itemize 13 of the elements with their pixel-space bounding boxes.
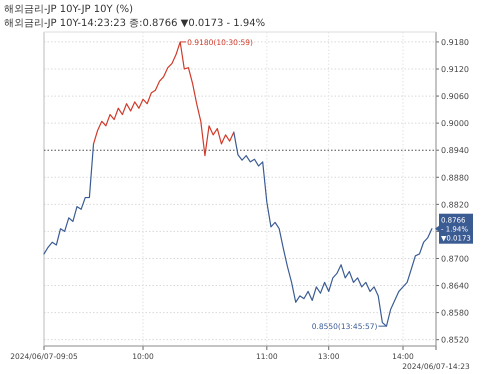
y-tick-label: 0.8520 — [441, 336, 469, 345]
y-tick-label: 0.9000 — [441, 119, 469, 128]
y-tick-label: 0.8880 — [441, 173, 469, 182]
y-tick-label: 0.9180 — [441, 38, 469, 47]
y-tick-label: 0.9060 — [441, 92, 469, 102]
y-tick-label: 0.8820 — [441, 200, 469, 210]
y-tick-label: 0.8700 — [441, 254, 469, 264]
chart-subtitle: 해외금리-JP 10Y-14:23:23 종:0.8766 ▼0.0173 - 1.94% — [4, 18, 266, 29]
y-tick-label: 0.9120 — [441, 64, 469, 74]
y-tick-label: 0.8640 — [441, 282, 469, 291]
y-tick-label: 0.8580 — [441, 308, 469, 318]
chart-title: 해외금리-JP 10Y-JP 10Y (%) — [4, 4, 134, 15]
y-tick-label: 0.8940 — [441, 146, 469, 156]
